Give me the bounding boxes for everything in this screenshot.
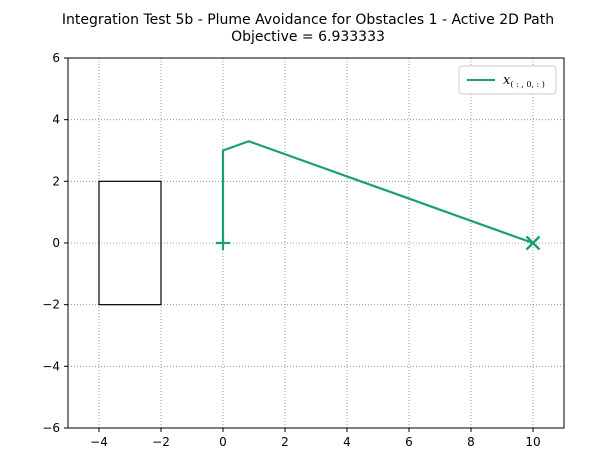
y-tick-label: 6 (52, 51, 60, 65)
legend-subscript: ( : , 0, : ) (510, 80, 545, 89)
obstacles (98, 180, 162, 306)
y-tick-label: 2 (52, 174, 60, 188)
y-tick-label: −2 (42, 298, 60, 312)
x-tick-label: 8 (467, 435, 475, 449)
ticks: −4 −2 0 2 4 6 8 10 −6 −4 −2 0 2 4 6 (42, 51, 540, 449)
y-tick-label: −6 (42, 421, 60, 435)
x-tick-label: 6 (405, 435, 413, 449)
series-layer (216, 140, 541, 251)
x-tick-label: 0 (219, 435, 227, 449)
x-tick-label: −2 (152, 435, 170, 449)
chart-title: Integration Test 5b - Plume Avoidance fo… (62, 12, 554, 28)
grid (68, 57, 564, 429)
x-tick-label: 4 (343, 435, 351, 449)
legend-box (458, 65, 557, 95)
x-tick-label: 2 (281, 435, 289, 449)
legend: x( : , 0, : ) (458, 65, 557, 95)
chart-subtitle: Objective = 6.933333 (231, 29, 385, 45)
axes-frame (67, 57, 565, 429)
series-path (221, 140, 534, 245)
legend-label: x( : , 0, : ) (503, 73, 545, 89)
y-tick-label: −4 (42, 359, 60, 373)
x-tick-label: −4 (90, 435, 108, 449)
x-tick-label: 10 (525, 435, 540, 449)
obstacle-rectangle (98, 180, 162, 306)
legend-name: x (503, 73, 511, 88)
y-tick-label: 0 (52, 236, 60, 250)
end-marker (525, 235, 541, 251)
y-tick-label: 4 (52, 113, 60, 127)
